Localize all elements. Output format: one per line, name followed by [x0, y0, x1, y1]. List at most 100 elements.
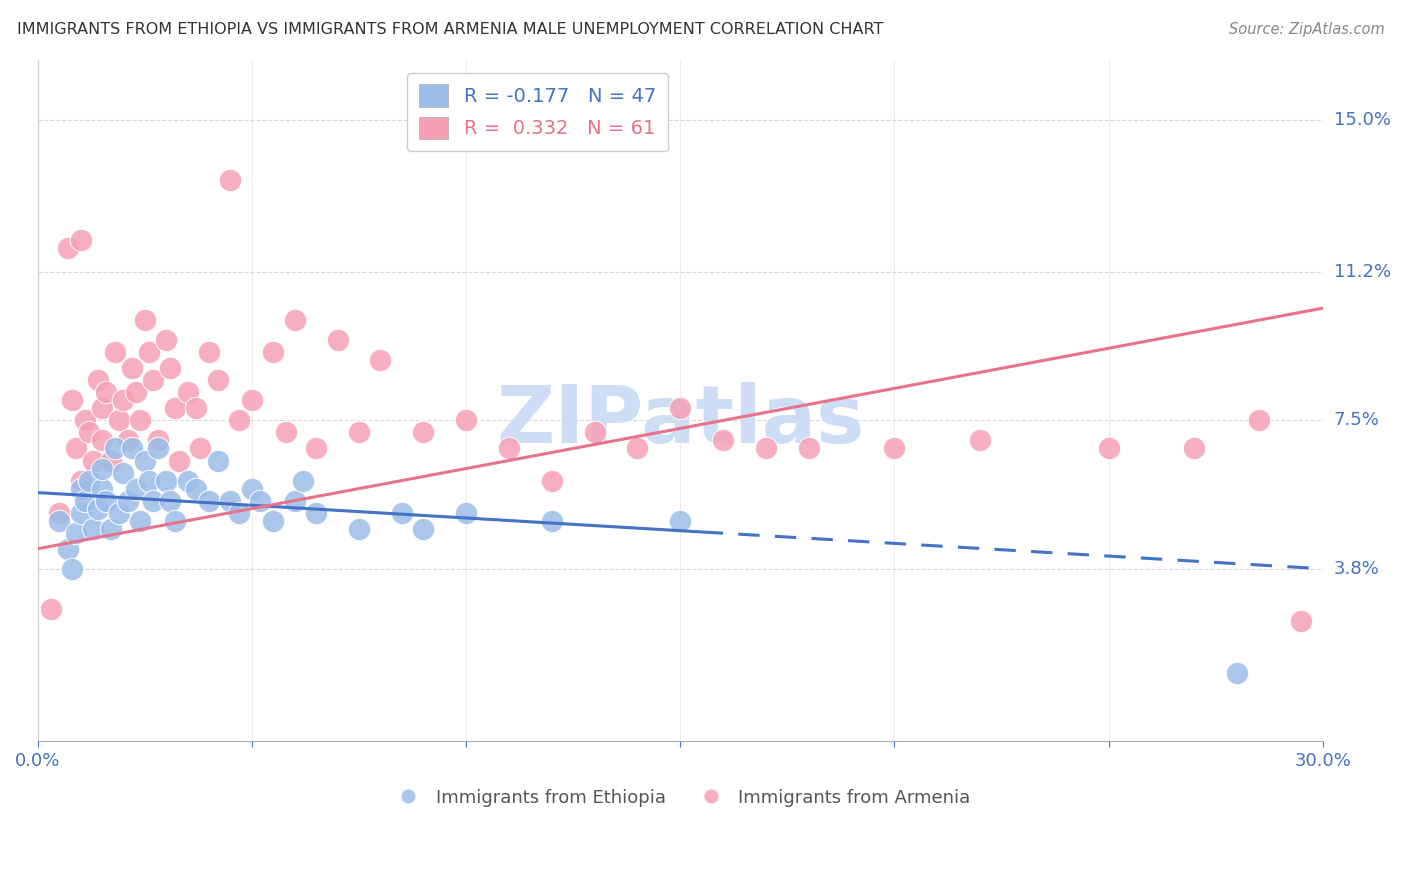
Point	[73, 493, 96, 508]
Point	[347, 425, 370, 440]
Point	[498, 442, 520, 456]
Point	[412, 425, 434, 440]
Point	[186, 482, 208, 496]
Point	[96, 385, 118, 400]
Point	[100, 522, 122, 536]
Point	[82, 453, 104, 467]
Point	[163, 401, 186, 416]
Point	[228, 506, 250, 520]
Point	[186, 401, 208, 416]
Point	[146, 434, 169, 448]
Point	[167, 453, 190, 467]
Point	[228, 413, 250, 427]
Point	[155, 333, 177, 347]
Point	[198, 345, 221, 359]
Point	[240, 482, 263, 496]
Point	[56, 541, 79, 556]
Point	[262, 514, 284, 528]
Point	[112, 393, 135, 408]
Point	[969, 434, 991, 448]
Point	[125, 385, 148, 400]
Point	[755, 442, 778, 456]
Point	[82, 522, 104, 536]
Legend: Immigrants from Ethiopia, Immigrants from Armenia: Immigrants from Ethiopia, Immigrants fro…	[384, 781, 977, 814]
Point	[1291, 614, 1313, 628]
Point	[292, 474, 315, 488]
Point	[583, 425, 606, 440]
Point	[669, 401, 692, 416]
Point	[48, 506, 70, 520]
Point	[91, 482, 114, 496]
Point	[1097, 442, 1119, 456]
Point	[540, 474, 562, 488]
Point	[391, 506, 413, 520]
Point	[176, 385, 198, 400]
Text: ZIPatlas: ZIPatlas	[496, 382, 865, 460]
Point	[412, 522, 434, 536]
Text: 15.0%: 15.0%	[1334, 111, 1391, 128]
Point	[1226, 665, 1249, 680]
Point	[711, 434, 734, 448]
Point	[305, 442, 328, 456]
Point	[117, 434, 139, 448]
Point	[69, 474, 91, 488]
Point	[129, 514, 152, 528]
Point	[190, 442, 212, 456]
Point	[797, 442, 820, 456]
Point	[77, 425, 100, 440]
Point	[626, 442, 648, 456]
Point	[48, 514, 70, 528]
Point	[207, 373, 229, 387]
Point	[121, 442, 143, 456]
Point	[347, 522, 370, 536]
Point	[198, 493, 221, 508]
Point	[60, 562, 83, 576]
Point	[284, 493, 307, 508]
Point	[142, 493, 165, 508]
Point	[176, 474, 198, 488]
Point	[117, 493, 139, 508]
Point	[65, 525, 87, 540]
Point	[142, 373, 165, 387]
Text: Source: ZipAtlas.com: Source: ZipAtlas.com	[1229, 22, 1385, 37]
Point	[69, 506, 91, 520]
Point	[1182, 442, 1205, 456]
Point	[104, 345, 127, 359]
Point	[86, 373, 108, 387]
Point	[883, 442, 905, 456]
Point	[104, 442, 127, 456]
Point	[60, 393, 83, 408]
Point	[454, 506, 477, 520]
Point	[96, 493, 118, 508]
Point	[240, 393, 263, 408]
Point	[370, 353, 392, 368]
Point	[326, 333, 349, 347]
Point	[146, 442, 169, 456]
Text: 11.2%: 11.2%	[1334, 263, 1391, 281]
Point	[69, 233, 91, 247]
Text: 3.8%: 3.8%	[1334, 560, 1379, 578]
Point	[219, 173, 242, 187]
Point	[91, 434, 114, 448]
Point	[138, 345, 160, 359]
Point	[159, 361, 181, 376]
Point	[125, 482, 148, 496]
Point	[112, 466, 135, 480]
Point	[108, 506, 131, 520]
Point	[276, 425, 298, 440]
Text: 7.5%: 7.5%	[1334, 411, 1379, 429]
Point	[138, 474, 160, 488]
Point	[305, 506, 328, 520]
Point	[540, 514, 562, 528]
Point	[134, 453, 156, 467]
Point	[284, 313, 307, 327]
Text: IMMIGRANTS FROM ETHIOPIA VS IMMIGRANTS FROM ARMENIA MALE UNEMPLOYMENT CORRELATIO: IMMIGRANTS FROM ETHIOPIA VS IMMIGRANTS F…	[17, 22, 883, 37]
Point	[73, 413, 96, 427]
Point	[669, 514, 692, 528]
Point	[91, 461, 114, 475]
Point	[121, 361, 143, 376]
Point	[134, 313, 156, 327]
Point	[1247, 413, 1270, 427]
Point	[91, 401, 114, 416]
Point	[65, 442, 87, 456]
